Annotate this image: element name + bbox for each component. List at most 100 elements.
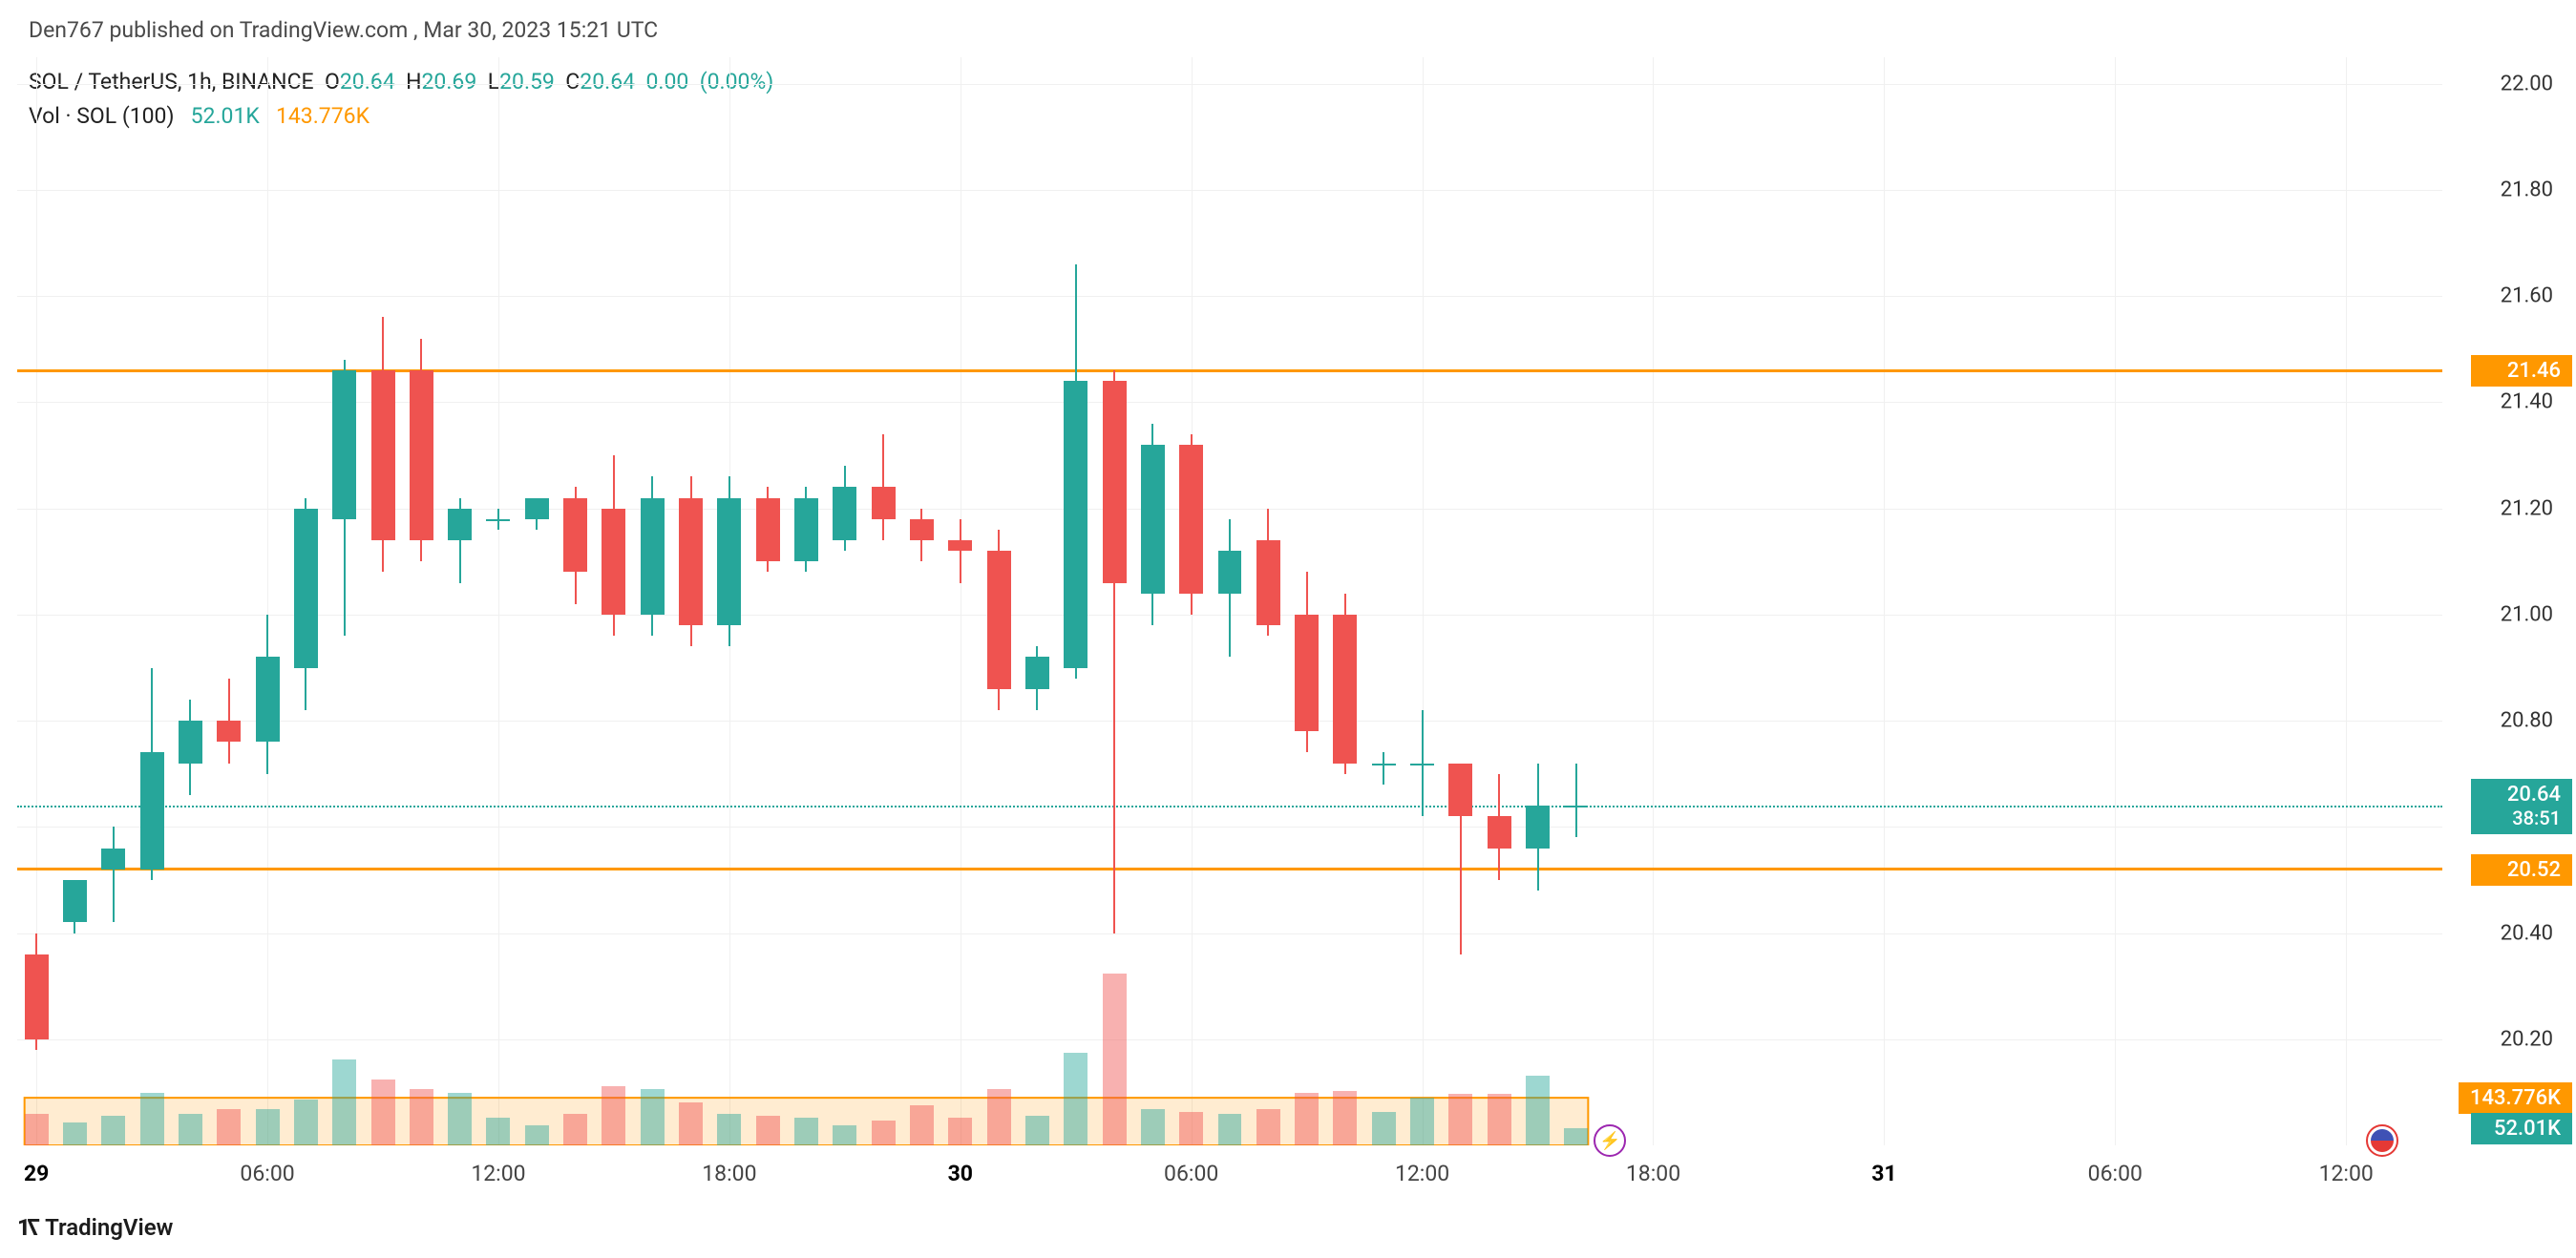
candle [987, 57, 1011, 1145]
publish-info: Den767 published on TradingView.com , Ma… [29, 17, 658, 43]
candle-body [410, 370, 433, 540]
candle [717, 57, 741, 1145]
axis-price-tag: 21.46 [2471, 355, 2572, 387]
axis-price-tag: 20.6438:51 [2471, 779, 2572, 834]
time-tick: 12:00 [1395, 1161, 1449, 1186]
lightning-icon[interactable]: ⚡ [1594, 1124, 1626, 1157]
candle [1025, 57, 1049, 1145]
candle [1564, 57, 1588, 1145]
candle-body [140, 752, 164, 869]
candle [756, 57, 780, 1145]
candle [1372, 57, 1396, 1145]
candle [1256, 57, 1280, 1145]
price-tick: 20.40 [2501, 921, 2553, 945]
candle-body [833, 487, 856, 540]
candle-body [1025, 657, 1049, 688]
candle-body [1372, 764, 1396, 765]
price-tick: 21.40 [2501, 390, 2553, 414]
candle-body [1526, 806, 1550, 848]
candle [486, 57, 510, 1145]
candle [602, 57, 625, 1145]
candle [948, 57, 972, 1145]
candle-body [101, 849, 125, 870]
candle-body [525, 498, 549, 519]
candle-wick [1383, 752, 1384, 784]
candle-body [448, 509, 472, 540]
candle-body [756, 498, 780, 562]
candle [217, 57, 241, 1145]
price-tick: 20.20 [2501, 1027, 2553, 1051]
axis-price-tag: 52.01K [2471, 1113, 2572, 1144]
candle-wick [1575, 764, 1577, 838]
candle-body [1488, 816, 1511, 848]
candle-body [1141, 445, 1165, 594]
candle [101, 57, 125, 1145]
time-tick: 18:00 [702, 1161, 756, 1186]
candle [1488, 57, 1511, 1145]
candle [1103, 57, 1127, 1145]
price-tick: 20.80 [2501, 709, 2553, 733]
candle [1333, 57, 1357, 1145]
candle [179, 57, 202, 1145]
candle-body [1448, 764, 1472, 817]
candle-body [1256, 540, 1280, 625]
candle-body [371, 370, 395, 540]
candle [332, 57, 356, 1145]
candle-body [1564, 806, 1588, 807]
candle-body [217, 721, 241, 742]
site: TradingView.com [240, 17, 409, 43]
candle-body [1064, 381, 1087, 667]
candle [1218, 57, 1242, 1145]
time-tick: 06:00 [2088, 1161, 2143, 1186]
candle-body [1218, 551, 1242, 593]
candle [294, 57, 318, 1145]
candle [872, 57, 896, 1145]
tradingview-logo: 17 TradingView [17, 1214, 173, 1241]
candle-body [25, 954, 49, 1039]
candle [910, 57, 934, 1145]
candle-wick [960, 519, 961, 583]
candle-body [486, 519, 510, 521]
candle [525, 57, 549, 1145]
candle [1064, 57, 1087, 1145]
candle-body [872, 487, 896, 518]
candle [1141, 57, 1165, 1145]
candle-body [910, 519, 934, 540]
time-tick: 12:00 [2319, 1161, 2374, 1186]
candle [448, 57, 472, 1145]
price-tick: 21.80 [2501, 178, 2553, 202]
price-tick: 21.00 [2501, 602, 2553, 626]
candle [63, 57, 87, 1145]
candle-body [1179, 445, 1203, 594]
candle-body [679, 498, 703, 625]
candle-body [563, 498, 587, 573]
axis-price-tag: 143.776K [2459, 1082, 2572, 1114]
candle [563, 57, 587, 1145]
price-tick: 21.60 [2501, 284, 2553, 308]
candle [1448, 57, 1472, 1145]
candle-body [602, 509, 625, 615]
candle-body [641, 498, 665, 615]
candle [371, 57, 395, 1145]
globe-icon[interactable] [2366, 1124, 2398, 1157]
candle-body [987, 551, 1011, 689]
candle [25, 57, 49, 1145]
candle [140, 57, 164, 1145]
time-tick: 06:00 [240, 1161, 294, 1186]
publisher: Den767 [29, 17, 104, 43]
chart-area[interactable]: ⚡ [17, 57, 2442, 1145]
candle [1410, 57, 1434, 1145]
candle-body [179, 721, 202, 763]
timestamp: Mar 30, 2023 15:21 UTC [423, 17, 658, 43]
candle-body [1333, 615, 1357, 764]
candle [256, 57, 280, 1145]
time-tick: 29 [24, 1161, 49, 1186]
candle [410, 57, 433, 1145]
candle-body [256, 657, 280, 742]
candle-body [63, 880, 87, 922]
candle [1526, 57, 1550, 1145]
time-tick: 18:00 [1626, 1161, 1680, 1186]
candle-body [794, 498, 818, 562]
candle [1179, 57, 1203, 1145]
price-tick: 22.00 [2501, 72, 2553, 95]
